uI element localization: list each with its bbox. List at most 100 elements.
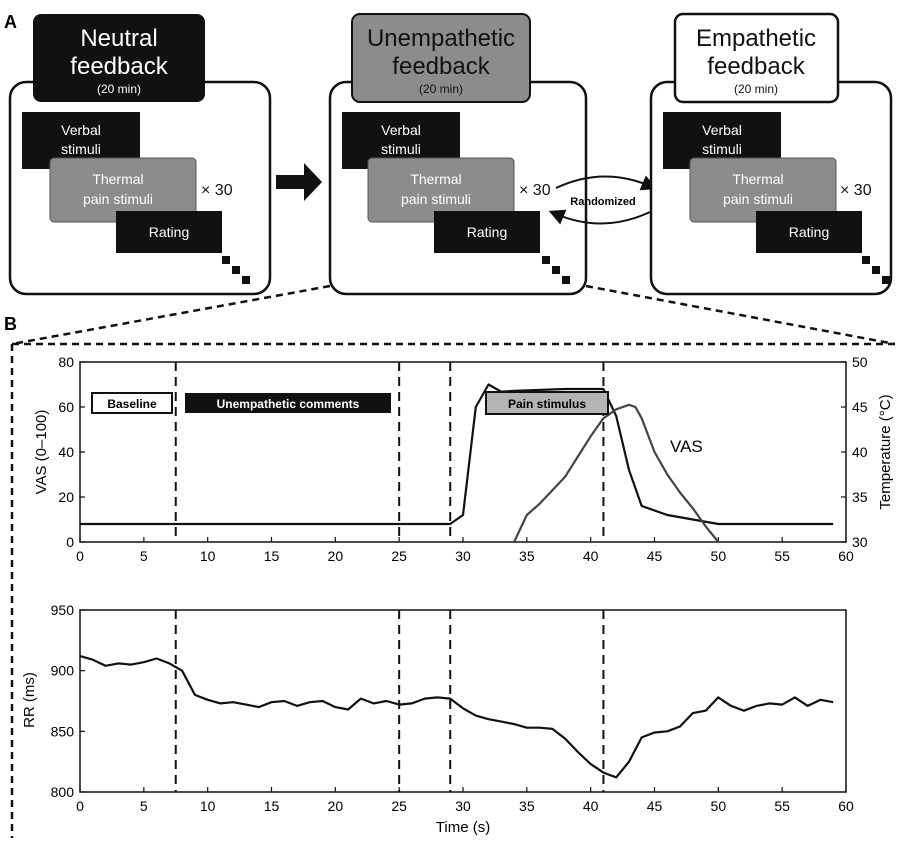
block-title-line1: Neutral — [80, 25, 157, 52]
rr-axis-title: RR (ms) — [21, 672, 38, 728]
x-tick-label: 45 — [647, 798, 663, 814]
x-tick-label: 40 — [583, 548, 599, 564]
vas-temperature-chart: 0 20 40 60 80 30 35 40 45 50 0 5 10 15 20 25 30 35 40 45 5… — [33, 354, 894, 564]
series-line — [80, 656, 833, 777]
temperature-y-axis: 30 35 40 45 50 — [841, 354, 868, 550]
x-tick-label: 50 — [711, 548, 727, 564]
thermal-stimuli-line2: pain stimuli — [723, 191, 793, 207]
block-title-line1: Unempathetic — [367, 25, 515, 52]
x-tick-label: 20 — [328, 548, 344, 564]
panel-b-label: B — [4, 314, 17, 334]
y-tick-label: 800 — [51, 784, 75, 800]
x-tick-label: 5 — [140, 548, 148, 564]
block-title-line2: feedback — [70, 53, 168, 80]
x-tick-label: 60 — [838, 548, 854, 564]
continuation-dot — [882, 276, 890, 284]
rr-interval-chart: 800 850 900 950 0 5 10 15 20 25 30 35 40 45 50 55 60 RR… — [21, 602, 854, 836]
thermal-stimuli-line1: Thermal — [92, 171, 143, 187]
x-tick-label: 30 — [455, 548, 471, 564]
neutral-feedback-block: Neutral feedback (20 min) Verbal stimuli… — [10, 14, 270, 294]
y2-tick-label: 30 — [852, 534, 868, 550]
y-tick-label: 60 — [58, 399, 74, 415]
rating-label: Rating — [467, 224, 507, 240]
y-tick-label: 20 — [58, 489, 74, 505]
verbal-stimuli-line2: stimuli — [702, 141, 742, 157]
vas-curve-label: VAS — [670, 437, 703, 456]
time-axis-title: Time (s) — [436, 819, 490, 836]
continuation-dot — [552, 266, 560, 274]
verbal-stimuli-line1: Verbal — [381, 122, 421, 138]
continuation-dot — [242, 276, 250, 284]
top-x-axis: 0 5 10 15 20 25 30 35 40 45 50 55 60 — [76, 537, 854, 564]
x-tick-label: 15 — [264, 798, 280, 814]
bottom-plot-frame — [80, 610, 846, 792]
continuation-dot — [232, 266, 240, 274]
block-title-line2: feedback — [392, 53, 490, 80]
randomized-label: Randomized — [570, 196, 635, 208]
x-tick-label: 60 — [838, 798, 854, 814]
vas-y-axis: 0 20 40 60 80 — [58, 354, 85, 550]
y-tick-label: 80 — [58, 354, 74, 370]
y-tick-label: 850 — [51, 723, 75, 739]
vas-axis-title: VAS (0–100) — [33, 410, 50, 495]
thermal-stimuli-line2: pain stimuli — [83, 191, 153, 207]
block-duration: (20 min) — [419, 82, 463, 96]
thermal-stimuli-line1: Thermal — [410, 171, 461, 187]
y-tick-label: 0 — [66, 534, 74, 550]
continuation-dot — [562, 276, 570, 284]
x-tick-label: 50 — [711, 798, 727, 814]
y2-tick-label: 40 — [852, 444, 868, 460]
pain-stimulus-label: Pain stimulus — [508, 397, 586, 411]
rating-label: Rating — [789, 224, 829, 240]
x-tick-label: 0 — [76, 548, 84, 564]
repeat-label: × 30 — [519, 182, 551, 199]
bottom-x-axis: 0 5 10 15 20 25 30 35 40 45 50 55 60 — [76, 787, 854, 814]
verbal-stimuli-line2: stimuli — [381, 141, 421, 157]
baseline-label: Baseline — [107, 397, 157, 411]
x-tick-label: 55 — [774, 548, 790, 564]
continuation-dot — [872, 266, 880, 274]
y2-tick-label: 50 — [852, 354, 868, 370]
verbal-stimuli-line2: stimuli — [61, 141, 101, 157]
x-tick-label: 55 — [774, 798, 790, 814]
verbal-stimuli-line1: Verbal — [61, 122, 101, 138]
x-tick-label: 5 — [140, 798, 148, 814]
rr-series-line — [80, 656, 833, 777]
sequence-arrow — [276, 163, 322, 201]
temperature-axis-title: Temperature (°C) — [877, 394, 894, 509]
panel-a-label: A — [4, 12, 17, 32]
x-tick-label: 25 — [391, 798, 407, 814]
comments-label: Unempathetic comments — [217, 397, 360, 411]
block-title-line1: Empathetic — [696, 25, 816, 52]
unempathetic-feedback-block: Unempathetic feedback (20 min) Verbal st… — [330, 14, 586, 294]
continuation-dot — [862, 256, 870, 264]
block-duration: (20 min) — [97, 82, 141, 96]
continuation-dot — [222, 256, 230, 264]
rating-label: Rating — [149, 224, 189, 240]
x-tick-label: 10 — [200, 548, 216, 564]
block-duration: (20 min) — [734, 82, 778, 96]
x-tick-label: 35 — [519, 548, 535, 564]
empathetic-feedback-block: Empathetic feedback (20 min) Verbal stim… — [651, 14, 891, 294]
x-tick-label: 25 — [391, 548, 407, 564]
repeat-label: × 30 — [840, 182, 872, 199]
y2-tick-label: 45 — [852, 399, 868, 415]
block-title-line2: feedback — [707, 53, 805, 80]
series-vas-line — [514, 405, 718, 542]
repeat-label: × 30 — [201, 182, 233, 199]
y-tick-label: 950 — [51, 602, 75, 618]
x-tick-label: 10 — [200, 798, 216, 814]
continuation-dot — [542, 256, 550, 264]
x-tick-label: 45 — [647, 548, 663, 564]
x-tick-label: 35 — [519, 798, 535, 814]
thermal-stimuli-line1: Thermal — [732, 171, 783, 187]
x-tick-label: 0 — [76, 798, 84, 814]
x-tick-label: 40 — [583, 798, 599, 814]
x-tick-label: 30 — [455, 798, 471, 814]
x-tick-label: 20 — [328, 798, 344, 814]
verbal-stimuli-line1: Verbal — [702, 122, 742, 138]
y-tick-label: 40 — [58, 444, 74, 460]
thermal-stimuli-line2: pain stimuli — [401, 191, 471, 207]
y-tick-label: 900 — [51, 663, 75, 679]
